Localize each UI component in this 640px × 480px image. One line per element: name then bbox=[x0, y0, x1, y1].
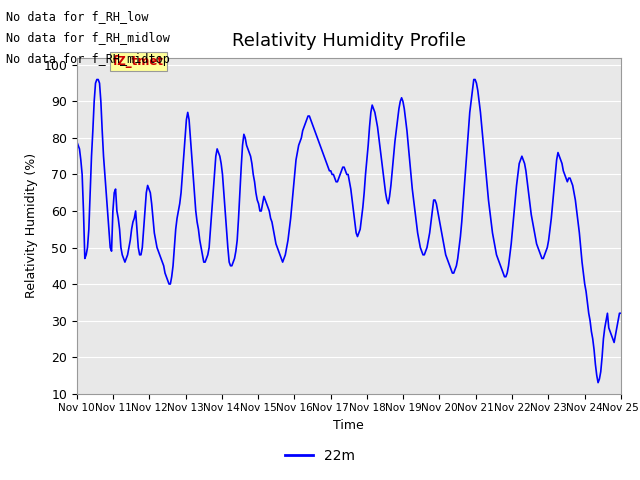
Legend: 22m: 22m bbox=[280, 443, 360, 468]
Text: No data for f_RH_low: No data for f_RH_low bbox=[6, 10, 149, 23]
Y-axis label: Relativity Humidity (%): Relativity Humidity (%) bbox=[25, 153, 38, 298]
Text: No data for f_RH_midlow: No data for f_RH_midlow bbox=[6, 31, 170, 44]
X-axis label: Time: Time bbox=[333, 419, 364, 432]
Title: Relativity Humidity Profile: Relativity Humidity Profile bbox=[232, 33, 466, 50]
Text: No data for f_RH_midtop: No data for f_RH_midtop bbox=[6, 53, 170, 66]
Text: fZ_tmet: fZ_tmet bbox=[113, 55, 164, 68]
